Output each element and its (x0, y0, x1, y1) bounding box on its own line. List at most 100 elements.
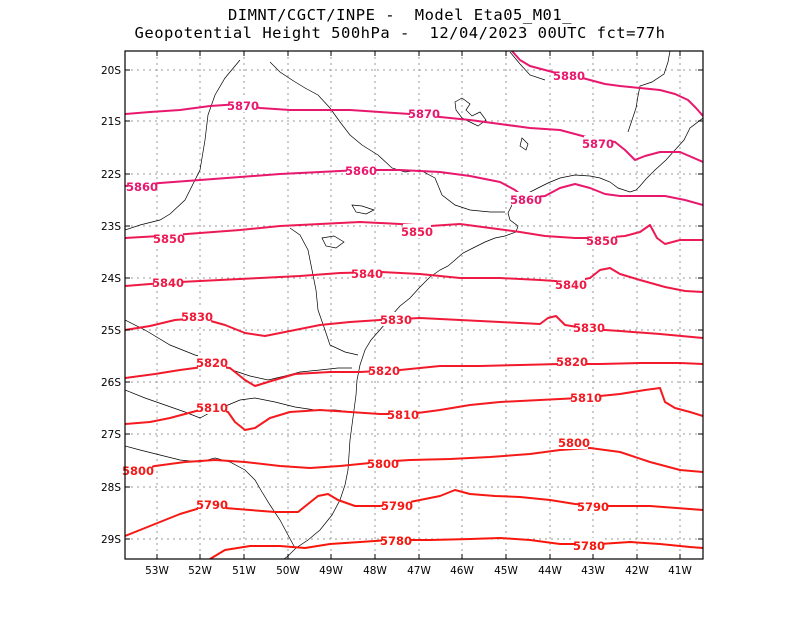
contour-5860 (125, 169, 703, 206)
contour-label-bg (353, 266, 381, 280)
contour-label-bg (383, 498, 411, 512)
lon-label: 42W (625, 565, 649, 577)
contour-label-5800: 5800 (122, 464, 154, 478)
contour-label-5800: 5800 (558, 436, 590, 450)
contour-label-5850: 5850 (153, 232, 185, 246)
contour-label-bg (558, 354, 586, 368)
contour-label-bg (575, 538, 603, 552)
contour-label-bg (588, 233, 616, 247)
contour-label-bg (229, 98, 257, 112)
lon-label: 53W (145, 565, 169, 577)
contour-label-bg (369, 456, 397, 470)
contour-label-bg (198, 355, 226, 369)
lat-label: 26S (101, 377, 121, 389)
lake-1 (351, 204, 375, 215)
contour-label-bg (128, 179, 156, 193)
island-1 (454, 97, 487, 127)
lon-label: 50W (276, 565, 300, 577)
map-title: DIMNT/CGCT/INPE - Model Eta05_M01_ Geopo… (0, 6, 800, 42)
contour-label-bg (560, 435, 588, 449)
axis-ticks (125, 51, 703, 559)
contour-label-5820: 5820 (556, 355, 588, 369)
contour-label-5880: 5880 (553, 69, 585, 83)
contour-label-5860: 5860 (345, 164, 377, 178)
contour-5780 (209, 537, 703, 559)
contour-label-5870: 5870 (227, 99, 259, 113)
contour-label-5810: 5810 (570, 391, 602, 405)
contour-label-5850: 5850 (586, 234, 618, 248)
state-border-7 (125, 389, 353, 419)
lon-label: 44W (538, 565, 562, 577)
lon-label: 41W (668, 565, 692, 577)
contour-label-5780: 5780 (573, 539, 605, 553)
state-border-4 (125, 59, 241, 231)
contour-label-bg (575, 320, 603, 334)
title-line-1: DIMNT/CGCT/INPE - Model Eta05_M01_ (227, 6, 573, 24)
lat-label: 27S (101, 429, 121, 441)
contour-label-5860: 5860 (126, 180, 158, 194)
state-border-3 (269, 61, 505, 213)
contour-5850 (125, 221, 703, 245)
contour-label-bg (579, 499, 607, 513)
contour-label-5820: 5820 (196, 356, 228, 370)
lon-label: 51W (232, 565, 256, 577)
contour-labels: 5880 5870 5870 5870 5860 5860 5860 5850 5850 5850… (122, 68, 618, 553)
contour-label-bg (410, 106, 438, 120)
lon-label: 45W (494, 565, 518, 577)
contour-label-bg (572, 390, 600, 404)
contour-label-5850: 5850 (401, 225, 433, 239)
lon-label: 47W (407, 565, 431, 577)
contour-label-5840: 5840 (351, 267, 383, 281)
contour-label-5840: 5840 (152, 276, 184, 290)
lon-label: 43W (581, 565, 605, 577)
contour-label-bg (155, 231, 183, 245)
contour-label-bg (389, 407, 417, 421)
lat-lon-grid (125, 51, 703, 559)
contour-label-5830: 5830 (573, 321, 605, 335)
island-2 (519, 137, 529, 151)
state-border-6 (125, 319, 352, 381)
lat-label: 29S (101, 534, 121, 546)
contour-label-5800: 5800 (367, 457, 399, 471)
contour-label-bg (198, 497, 226, 511)
contour-label-5830: 5830 (380, 313, 412, 327)
axis-tick-labels: 53W 52W 51W 50W 49W 48W 47W 46W 45W 44W 43W 42W 41W 2… (101, 65, 693, 577)
contour-5790 (125, 489, 703, 537)
lon-label: 49W (319, 565, 343, 577)
contour-label-bg (557, 277, 585, 291)
state-border-1 (509, 51, 546, 81)
contour-label-bg (555, 68, 583, 82)
contour-label-5780: 5780 (380, 534, 412, 548)
contour-label-5790: 5790 (381, 499, 413, 513)
map-frame (124, 50, 704, 560)
contour-label-5870: 5870 (408, 107, 440, 121)
contour-5800 (125, 447, 703, 475)
contour-label-5810: 5810 (387, 408, 419, 422)
contour-label-bg (382, 312, 410, 326)
title-line-2: Geopotential Height 500hPa - 12/04/2023 … (134, 24, 666, 42)
lon-label: 48W (363, 565, 387, 577)
contour-label-bg (198, 400, 226, 414)
state-border-2 (627, 51, 671, 133)
contour-label-bg (584, 136, 612, 150)
contour-label-5860: 5860 (510, 193, 542, 207)
lat-label: 20S (101, 65, 121, 77)
contour-label-5840: 5840 (555, 278, 587, 292)
contour-label-bg (370, 363, 398, 377)
contour-5880 (511, 51, 703, 117)
contour-label-5830: 5830 (181, 310, 213, 324)
lat-label: 21S (101, 116, 121, 128)
contour-label-bg (154, 275, 182, 289)
lat-label: 23S (101, 221, 121, 233)
contour-label-bg (382, 533, 410, 547)
contour-label-bg (512, 192, 540, 206)
lake-2 (321, 235, 345, 249)
coastline (283, 117, 703, 559)
contour-label-5790: 5790 (577, 500, 609, 514)
contour-label-5810: 5810 (196, 401, 228, 415)
contour-label-bg (124, 463, 152, 477)
lat-label: 24S (101, 273, 121, 285)
lat-label: 22S (101, 169, 121, 181)
state-border-5 (289, 227, 359, 356)
